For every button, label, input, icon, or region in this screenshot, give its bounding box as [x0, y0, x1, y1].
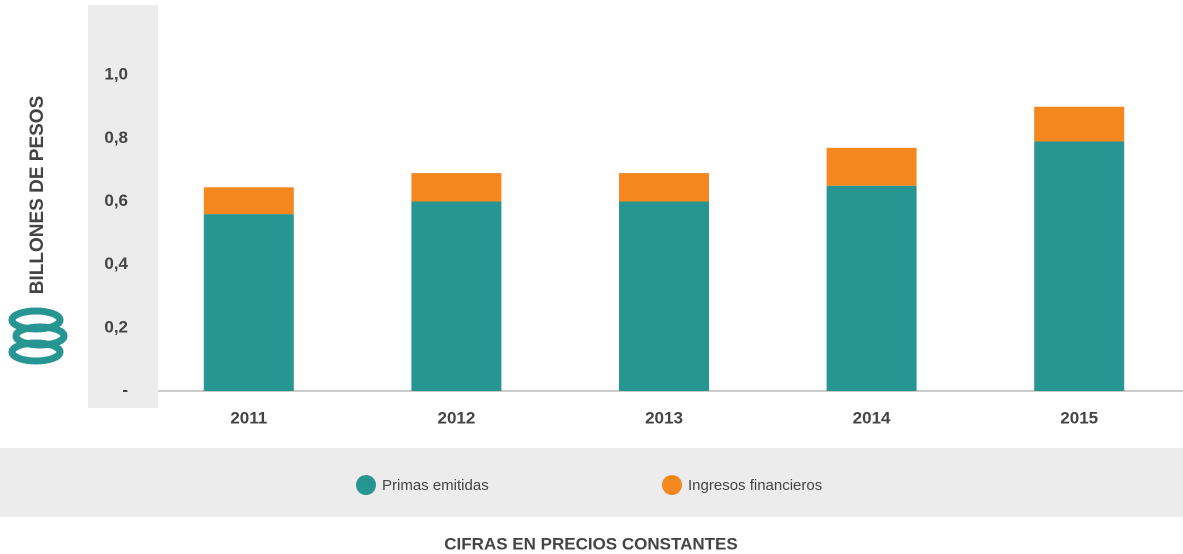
bar-segment	[203, 187, 294, 215]
bar-segment	[826, 185, 917, 391]
bar-segment	[826, 147, 917, 186]
x-tick-label: 2011	[230, 408, 267, 427]
bar-segment	[1034, 141, 1125, 391]
bar-segment	[203, 214, 294, 391]
legend-label: Primas emitidas	[382, 477, 489, 494]
x-tick-label: 2012	[437, 408, 475, 427]
y-tick-label: 1,0	[104, 65, 128, 84]
x-tick-label: 2015	[1060, 408, 1098, 427]
bar-segment	[411, 173, 502, 202]
y-tick-label: 0,8	[104, 128, 128, 147]
y-tick-label: 0,4	[104, 254, 128, 273]
y-axis-panel	[88, 5, 158, 408]
bar-segment	[1034, 106, 1125, 142]
y-tick-label: 0,2	[104, 317, 128, 336]
x-tick-label: 2014	[853, 408, 891, 427]
coins-icon	[8, 307, 68, 365]
y-axis-title: BILLONES DE PESOS	[27, 96, 48, 294]
legend-swatch	[662, 475, 682, 495]
bar-segment	[411, 201, 502, 391]
y-tick-label: 0,6	[104, 191, 128, 210]
legend-panel	[0, 448, 1183, 517]
x-tick-label: 2013	[645, 408, 683, 427]
legend-label: Ingresos financieros	[688, 477, 822, 494]
footer: CIFRAS EN PRECIOS CONSTANTES	[444, 534, 737, 553]
bar-segment	[619, 173, 709, 202]
bar-segment	[619, 201, 709, 391]
legend-swatch	[356, 475, 376, 495]
y-tick-label: -	[122, 380, 128, 399]
